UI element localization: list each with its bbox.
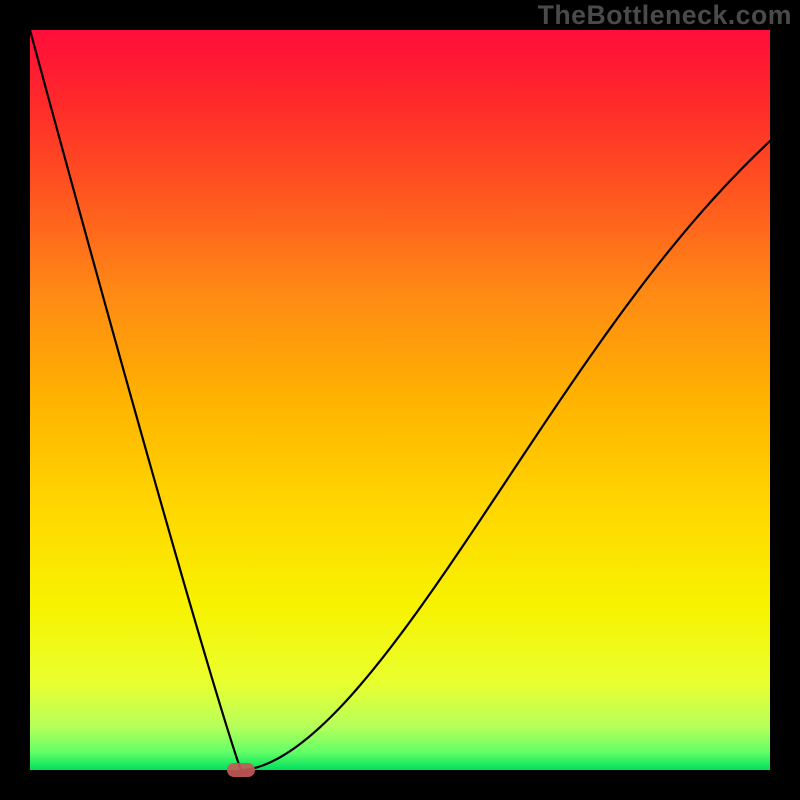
chart-container: TheBottleneck.com bbox=[0, 0, 800, 800]
curve-path bbox=[30, 30, 770, 770]
minimum-marker bbox=[227, 763, 255, 777]
bottleneck-curve bbox=[30, 30, 770, 770]
watermark-text: TheBottleneck.com bbox=[538, 0, 792, 31]
plot-area bbox=[30, 30, 770, 770]
